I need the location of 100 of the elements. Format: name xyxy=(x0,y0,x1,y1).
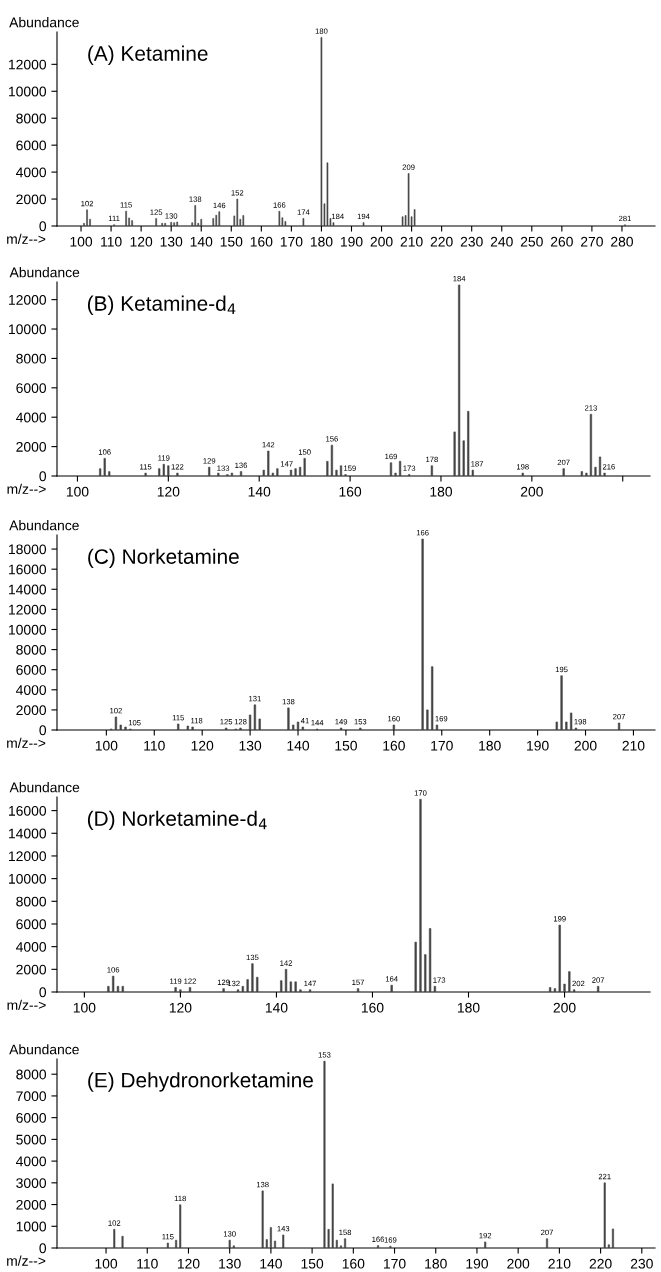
y-tick-label: 8000 xyxy=(16,113,47,124)
x-tick-label: 230 xyxy=(630,1258,653,1269)
y-tick-label: 4000 xyxy=(16,1156,47,1167)
x-tick-label: 150 xyxy=(301,1258,324,1269)
x-tick-label: 270 xyxy=(581,236,603,247)
y-tick-label: 0 xyxy=(39,987,47,998)
text: (C) Norketamine xyxy=(88,548,239,569)
x-axis-title: m/z--> xyxy=(7,483,46,494)
y-tick-label: 8000 xyxy=(16,644,47,655)
x-tick-label: 180 xyxy=(430,486,453,497)
x-tick-label: 140 xyxy=(260,1258,282,1269)
text: (A) Ketamine xyxy=(88,45,208,65)
x-tick-label: 140 xyxy=(265,1002,288,1013)
y-tick-label: 5000 xyxy=(16,1134,47,1145)
text: (E) Dehydronorketamine xyxy=(88,1072,313,1092)
x-tick-label: 240 xyxy=(490,236,513,247)
y-tick-label: 16000 xyxy=(9,564,47,575)
y-tick-label: 3000 xyxy=(16,1178,47,1188)
x-tick-label: 210 xyxy=(400,236,423,247)
x-tick-label: 100 xyxy=(73,1002,96,1013)
x-tick-label: 130 xyxy=(239,740,262,751)
x-tick-label: 210 xyxy=(548,1258,571,1269)
y-tick-label: 2000 xyxy=(16,1199,47,1210)
y-tick-label: 12000 xyxy=(9,851,47,862)
y-axis-title: Abundance xyxy=(9,520,79,531)
y-tick-label: 4000 xyxy=(16,941,47,952)
y-tick-label: 6000 xyxy=(16,1112,47,1123)
x-tick-label: 170 xyxy=(384,1258,406,1269)
x-tick-label: 160 xyxy=(383,740,405,751)
y-tick-label: 2000 xyxy=(16,441,47,452)
y-tick-label: 1000 xyxy=(16,1221,47,1232)
y-tick-label: 12000 xyxy=(9,604,47,615)
x-tick-label: 110 xyxy=(101,236,122,247)
y-tick-label: 8000 xyxy=(16,353,47,364)
x-tick-label: 110 xyxy=(144,740,165,751)
x-tick-label: 250 xyxy=(520,236,543,247)
x-tick-label: 100 xyxy=(66,486,89,497)
y-tick-label: 2000 xyxy=(16,705,47,716)
x-tick-label: 200 xyxy=(553,1002,576,1013)
x-axis-title: m/z--> xyxy=(7,1255,46,1266)
x-tick-label: 200 xyxy=(507,1258,530,1269)
y-axis-title: Abundance xyxy=(9,17,79,28)
y-tick-label: 18000 xyxy=(9,544,47,555)
y-tick-label: 14000 xyxy=(9,828,47,839)
y-tick-label: 10000 xyxy=(9,324,47,335)
x-tick-label: 130 xyxy=(160,236,183,247)
y-tick-label: 0 xyxy=(39,725,47,736)
y-tick-label: 10000 xyxy=(9,873,47,884)
y-tick-label: 2000 xyxy=(16,964,47,975)
x-tick-label: 120 xyxy=(157,486,180,497)
y-tick-label: 6000 xyxy=(16,383,47,393)
y-tick-label: 6000 xyxy=(16,140,47,151)
x-tick-label: 200 xyxy=(370,236,393,247)
x-tick-label: 120 xyxy=(169,1002,192,1013)
y-tick-label: 7000 xyxy=(16,1091,47,1102)
x-tick-label: 230 xyxy=(460,236,483,247)
x-tick-label: 140 xyxy=(248,486,271,497)
x-axis-title: m/z--> xyxy=(7,737,46,748)
x-tick-label: 100 xyxy=(95,740,118,751)
x-tick-label: 200 xyxy=(520,486,543,497)
x-tick-label: 190 xyxy=(527,740,549,751)
x-tick-label: 170 xyxy=(431,740,453,751)
y-tick-label: 4000 xyxy=(16,412,47,423)
y-axis-title: Abundance xyxy=(9,782,80,793)
y-tick-label: 16000 xyxy=(9,805,47,816)
x-tick-label: 180 xyxy=(479,740,501,751)
y-tick-label: 14000 xyxy=(9,584,47,595)
y-tick-label: 4000 xyxy=(16,167,47,178)
x-tick-label: 150 xyxy=(335,740,357,751)
x-tick-label: 120 xyxy=(177,1258,200,1269)
x-tick-label: 180 xyxy=(425,1258,447,1269)
x-tick-label: 260 xyxy=(550,236,573,247)
y-tick-label: 10000 xyxy=(9,86,47,97)
x-axis-title: m/z--> xyxy=(7,999,46,1010)
y-tick-label: 0 xyxy=(39,221,47,232)
x-tick-label: 200 xyxy=(574,740,597,751)
y-axis-title: Abundance xyxy=(9,267,80,278)
x-tick-label: 180 xyxy=(457,1002,480,1013)
x-tick-label: 280 xyxy=(611,236,633,247)
x-tick-label: 130 xyxy=(219,1258,241,1269)
y-tick-label: 2000 xyxy=(16,194,47,205)
x-tick-label: 100 xyxy=(95,1258,118,1269)
x-tick-label: 160 xyxy=(339,486,362,497)
x-tick-label: 190 xyxy=(466,1258,488,1269)
x-tick-label: 160 xyxy=(342,1258,365,1269)
y-tick-label: 0 xyxy=(39,471,47,482)
x-tick-label: 220 xyxy=(430,236,453,247)
text: (B) Ketamine-d$_{4}$ xyxy=(87,295,236,315)
y-tick-label: 6000 xyxy=(16,665,47,675)
y-tick-label: 10000 xyxy=(9,624,47,635)
text: (D) Norketamine-d$_{4}$ xyxy=(87,810,267,831)
x-tick-label: 170 xyxy=(280,236,303,247)
y-tick-label: 12000 xyxy=(9,59,47,70)
x-axis-title: m/z--> xyxy=(7,233,46,244)
x-tick-label: 210 xyxy=(622,740,645,751)
x-tick-label: 220 xyxy=(589,1258,612,1269)
x-tick-label: 150 xyxy=(220,236,243,247)
y-tick-label: 0 xyxy=(39,1243,47,1254)
x-tick-label: 140 xyxy=(190,236,213,247)
x-tick-label: 160 xyxy=(361,1002,384,1013)
